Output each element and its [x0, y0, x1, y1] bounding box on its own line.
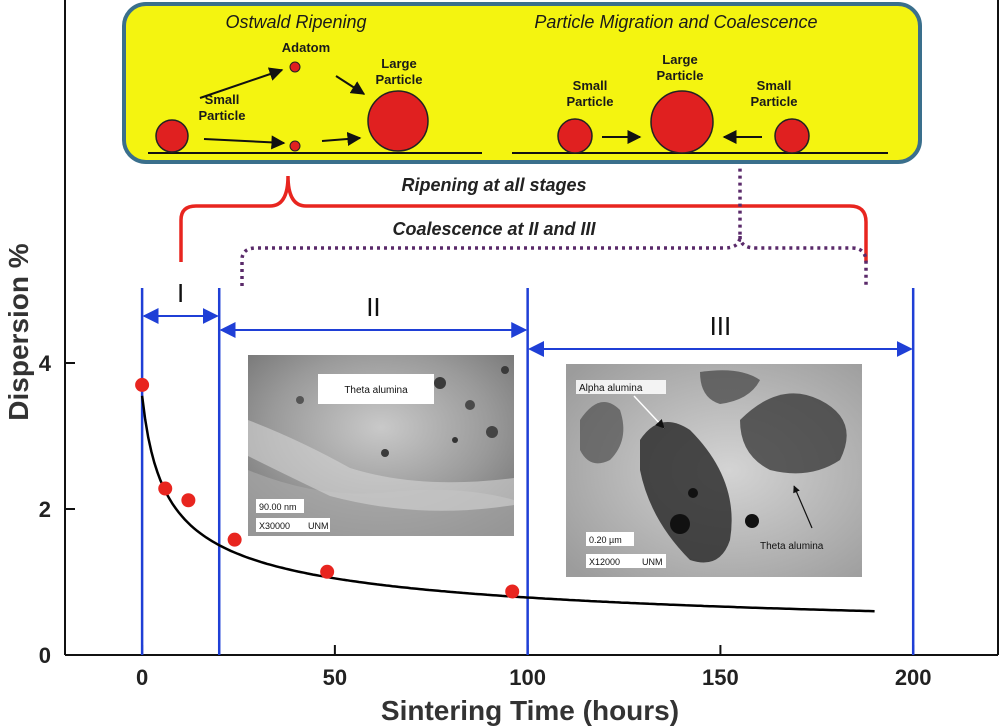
data-point: [158, 481, 173, 496]
migration-small-left-particle: [557, 118, 593, 154]
data-point: [505, 584, 520, 599]
migration-large-label-2: Particle: [657, 68, 704, 83]
migration-small-right-label-1: Small: [757, 78, 792, 93]
stage-label: II: [366, 292, 380, 322]
axes: 0 50 100 150 200 024 Sintering Time (hours) …: [3, 0, 999, 726]
ostwald-large-label-2: Particle: [376, 72, 423, 87]
coalescence-bracket-line: [240, 166, 868, 286]
data-point: [181, 493, 196, 508]
x-tick-label: 200: [895, 665, 932, 690]
migration-small-left-label-1: Small: [573, 78, 608, 93]
migration-title: Particle Migration and Coalescence: [534, 12, 817, 32]
coalescence-annotation: Coalescence at II and III: [392, 219, 596, 239]
data-point: [135, 377, 150, 392]
micrograph-right-particle-1: [670, 514, 690, 534]
coalescence-bracket: Coalescence at II and III: [240, 166, 868, 286]
micrograph-right-particle-2: [745, 514, 759, 528]
surface-adatom-particle: [289, 140, 301, 152]
micrograph-right-theta-pointer: [793, 485, 813, 529]
micrograph-right: Alpha alumina Theta alumina 0.20 µm X120…: [566, 364, 862, 577]
stage-label: III: [710, 311, 732, 341]
micrograph-right-magnification: X12000: [589, 557, 620, 567]
micrograph-left: Theta alumina 90.00 nm X30000 UNM: [248, 355, 514, 536]
migration-large-label-1: Large: [662, 52, 697, 67]
stage-label: I: [177, 278, 184, 308]
ostwald-large-particle: [367, 90, 429, 152]
micrograph-right-scale: 0.20 µm: [589, 535, 622, 545]
ostwald-small-particle: [155, 119, 189, 153]
micrograph-right-alpha-caption: Alpha alumina: [579, 383, 643, 394]
y-tick-label: 0: [39, 643, 51, 668]
x-tick-label: 150: [702, 665, 739, 690]
micrograph-left-grains: [296, 366, 509, 457]
ripening-annotation: Ripening at all stages: [401, 175, 586, 195]
y-tick-label: 2: [39, 497, 51, 522]
micrograph-right-dark-grain-2: [740, 393, 847, 474]
migration-small-right-particle: [774, 118, 810, 154]
micrograph-right-alpha-pointer: [633, 395, 665, 429]
arrow-surface-adatom-to-large: [321, 132, 362, 146]
micrograph-right-dark-grain-1: [640, 422, 732, 563]
y-axis-title: Dispersion %: [3, 243, 34, 420]
micrograph-right-lab: UNM: [642, 557, 663, 567]
ostwald-title: Ostwald Ripening: [225, 12, 366, 32]
mechanism-box: Ostwald Ripening Adatom Large Particle S…: [122, 2, 922, 164]
x-axis-title: Sintering Time (hours): [381, 695, 679, 726]
data-point: [320, 564, 335, 579]
x-tick-label: 50: [323, 665, 347, 690]
adatom-particle: [289, 61, 301, 73]
migration-small-right-label-2: Particle: [751, 94, 798, 109]
micrograph-left-caption-box: [318, 374, 434, 404]
arrow-small-to-adatom: [199, 67, 284, 99]
micrograph-right-theta-caption: Theta alumina: [760, 541, 824, 552]
micrograph-left-caption: Theta alumina: [344, 385, 408, 396]
micrograph-right-dark-grain-4: [700, 370, 760, 404]
x-tick-label: 100: [509, 665, 546, 690]
micrograph-left-magnification: X30000: [259, 521, 290, 531]
micrograph-left-mag-box: [256, 518, 330, 532]
micrograph-right-alpha-box: [576, 380, 666, 394]
x-tick-group: 0 50 100 150 200: [136, 645, 932, 690]
ripening-bracket: Ripening at all stages: [179, 175, 868, 262]
micrograph-right-scale-box: [586, 532, 634, 546]
data-point: [227, 532, 242, 547]
y-tick-label: 4: [39, 351, 52, 376]
micrograph-right-dark-grain-3: [580, 402, 624, 464]
micrograph-left-scale: 90.00 nm: [259, 502, 297, 512]
micrograph-left-lab: UNM: [308, 521, 329, 531]
data-points: [135, 377, 520, 599]
migration-large-particle: [650, 90, 714, 154]
migration-small-left-label-2: Particle: [567, 94, 614, 109]
micrograph-right-mag-box: [586, 554, 666, 568]
arrow-adatom-to-large: [335, 75, 366, 95]
y-tick-group: 0 2 4: [39, 351, 75, 668]
ostwald-small-label-1: Small: [205, 92, 240, 107]
micrograph-left-clear-region: [248, 420, 514, 511]
arrow-small-to-surface-adatom: [203, 135, 286, 150]
ripening-bracket-line: [179, 175, 868, 262]
ostwald-large-label-1: Large: [381, 56, 416, 71]
ostwald-small-label-2: Particle: [199, 108, 246, 123]
mechanism-box-frame: [122, 2, 922, 164]
x-tick-label: 0: [136, 665, 148, 690]
adatom-label: Adatom: [282, 40, 330, 55]
micrograph-left-scale-box: [256, 499, 304, 513]
micrograph-right-particle-3: [688, 488, 698, 498]
